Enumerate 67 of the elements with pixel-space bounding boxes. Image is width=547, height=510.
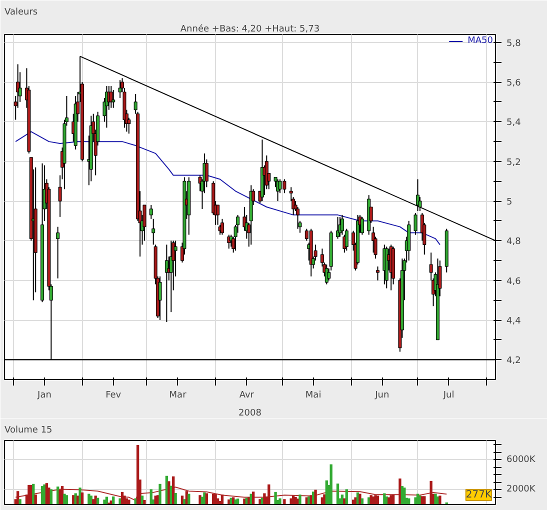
annotation: 277K <box>466 490 492 500</box>
chart-title: Valeurs <box>4 8 38 18</box>
bar <box>18 499 22 504</box>
bar <box>345 489 348 504</box>
bar <box>358 494 362 504</box>
y-tick-label: 4,4 <box>506 316 522 327</box>
bar <box>252 492 255 504</box>
x-axis-title: 2008 <box>238 408 262 418</box>
candlestick <box>56 226 60 279</box>
y-tick-label: 4,8 <box>506 237 522 248</box>
x-tick-label: Jul <box>442 390 454 400</box>
bar <box>430 480 432 504</box>
bar <box>154 496 157 504</box>
x-tick-label: Fev <box>106 390 122 400</box>
line-series <box>15 131 440 246</box>
chart-subtitle: Année +Bas: 4,20 +Haut: 5,73 <box>180 24 320 34</box>
bar <box>220 494 224 504</box>
bar <box>298 494 302 504</box>
bar <box>403 488 406 504</box>
candlestick <box>112 90 116 108</box>
bar <box>392 494 395 504</box>
bar <box>314 490 317 504</box>
bar <box>418 496 422 504</box>
line-series <box>15 486 448 501</box>
bar <box>43 484 46 504</box>
bar <box>434 494 437 504</box>
y-tick-label: 5 <box>506 198 512 208</box>
candlestick <box>376 266 380 281</box>
bar <box>123 496 126 504</box>
y-tick-label: 5,6 <box>506 78 522 89</box>
y-tick-label: 4,2 <box>506 356 521 366</box>
bar <box>168 481 170 504</box>
bar <box>283 499 286 504</box>
y-tick-label: 5,8 <box>506 38 522 49</box>
candlestick <box>169 240 173 313</box>
y-tick-label: 5,4 <box>506 118 522 128</box>
bar <box>143 500 146 504</box>
candlestick <box>142 204 146 242</box>
candlestick <box>216 204 220 226</box>
bar <box>158 484 162 504</box>
legend-label: MA50 <box>468 36 493 46</box>
candlestick <box>149 204 153 220</box>
y-tick-label: 4,6 <box>506 276 522 287</box>
bar <box>78 488 82 504</box>
bar <box>438 496 442 504</box>
candlestick <box>414 212 418 236</box>
x-tick-label: Jan <box>36 390 52 400</box>
bar <box>32 484 35 504</box>
bar <box>34 494 37 504</box>
bar <box>330 464 332 504</box>
y-tick-label: 2000K <box>506 484 536 495</box>
bar <box>423 496 426 504</box>
bar <box>376 496 380 504</box>
x-tick-label: Mai <box>305 390 322 400</box>
bar <box>174 492 177 504</box>
x-tick-label: Jun <box>374 390 390 400</box>
candlestick <box>152 218 156 246</box>
bar <box>65 495 68 504</box>
bar <box>398 478 402 504</box>
x-tick-label: Mar <box>169 390 187 400</box>
bar <box>198 495 202 504</box>
chart-title: Volume 15 <box>4 426 52 436</box>
candlestick <box>109 86 113 108</box>
candlestick <box>220 218 224 236</box>
x-tick-label: Avr <box>239 390 254 400</box>
y-tick-label: 5,2 <box>506 158 521 168</box>
y-tick-label: 6000K <box>506 454 536 465</box>
